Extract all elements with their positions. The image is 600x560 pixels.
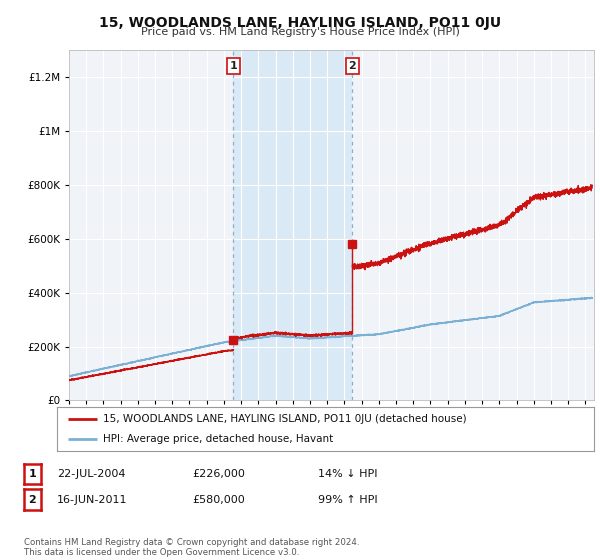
Text: 22-JUL-2004: 22-JUL-2004: [57, 469, 125, 479]
Text: Price paid vs. HM Land Registry's House Price Index (HPI): Price paid vs. HM Land Registry's House …: [140, 27, 460, 37]
Text: 14% ↓ HPI: 14% ↓ HPI: [318, 469, 377, 479]
Text: 1: 1: [29, 469, 36, 479]
Text: 2: 2: [349, 61, 356, 71]
Text: 16-JUN-2011: 16-JUN-2011: [57, 494, 128, 505]
Text: £226,000: £226,000: [192, 469, 245, 479]
Text: 15, WOODLANDS LANE, HAYLING ISLAND, PO11 0JU (detached house): 15, WOODLANDS LANE, HAYLING ISLAND, PO11…: [103, 414, 466, 424]
Text: £580,000: £580,000: [192, 494, 245, 505]
Text: 1: 1: [230, 61, 237, 71]
Bar: [233, 50, 352, 400]
Text: 2: 2: [29, 494, 36, 505]
Text: Contains HM Land Registry data © Crown copyright and database right 2024.
This d: Contains HM Land Registry data © Crown c…: [24, 538, 359, 557]
Text: 99% ↑ HPI: 99% ↑ HPI: [318, 494, 377, 505]
Text: 15, WOODLANDS LANE, HAYLING ISLAND, PO11 0JU: 15, WOODLANDS LANE, HAYLING ISLAND, PO11…: [99, 16, 501, 30]
Text: HPI: Average price, detached house, Havant: HPI: Average price, detached house, Hava…: [103, 434, 333, 444]
